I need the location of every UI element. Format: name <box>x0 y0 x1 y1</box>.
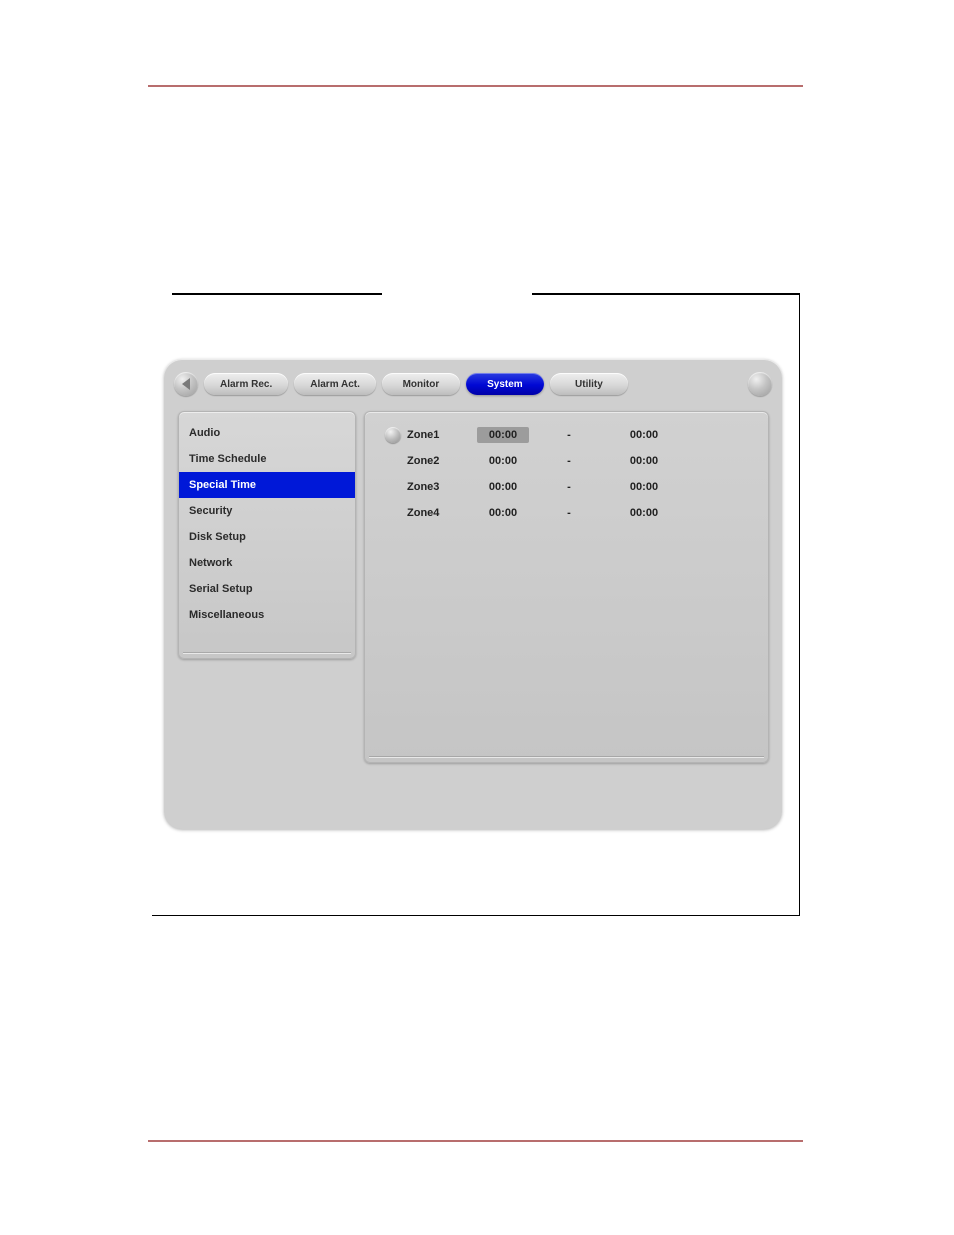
zone-label: Zone2 <box>407 455 477 467</box>
zone1-start-time[interactable]: 00:00 <box>477 427 529 443</box>
zone-row: Zone2 00:00 - 00:00 <box>379 448 754 474</box>
sidebar-item-special-time[interactable]: Special Time <box>179 472 355 498</box>
zone-label: Zone3 <box>407 481 477 493</box>
panel-edge <box>183 653 351 654</box>
nav-prev-button[interactable] <box>174 372 198 396</box>
tab-monitor[interactable]: Monitor <box>382 373 460 395</box>
tab-alarm-rec[interactable]: Alarm Rec. <box>204 373 288 395</box>
time-separator: - <box>529 481 609 493</box>
zone-label: Zone4 <box>407 507 477 519</box>
time-separator: - <box>529 507 609 519</box>
frame-edge <box>172 293 382 295</box>
sidebar-item-miscellaneous[interactable]: Miscellaneous <box>179 602 355 628</box>
sidebar-item-network[interactable]: Network <box>179 550 355 576</box>
time-separator: - <box>529 455 609 467</box>
zone-label: Zone1 <box>407 429 477 441</box>
tab-bar: Alarm Rec. Alarm Act. Monitor System Uti… <box>164 369 782 399</box>
zone1-radio[interactable] <box>385 427 401 443</box>
system-sidebar: Audio Time Schedule Special Time Securit… <box>178 411 356 659</box>
zone-row: Zone3 00:00 - 00:00 <box>379 474 754 500</box>
chevron-left-icon <box>182 378 190 390</box>
time-separator: - <box>529 429 609 441</box>
zone3-end-time[interactable]: 00:00 <box>609 481 679 493</box>
page-divider-top <box>148 85 803 87</box>
sidebar-item-disk-setup[interactable]: Disk Setup <box>179 524 355 550</box>
sidebar-item-security[interactable]: Security <box>179 498 355 524</box>
nav-next-button[interactable] <box>748 372 772 396</box>
sidebar-item-audio[interactable]: Audio <box>179 420 355 446</box>
special-time-panel: Zone1 00:00 - 00:00 Zone2 00:00 - 00:00 … <box>364 411 769 763</box>
zone-row: Zone1 00:00 - 00:00 <box>379 422 754 448</box>
zone2-start-time[interactable]: 00:00 <box>477 455 529 467</box>
zone1-end-time[interactable]: 00:00 <box>609 429 679 441</box>
frame-edge <box>532 293 800 295</box>
dvr-settings-panel: Alarm Rec. Alarm Act. Monitor System Uti… <box>164 359 782 829</box>
screenshot-frame: Alarm Rec. Alarm Act. Monitor System Uti… <box>152 294 800 916</box>
zone2-end-time[interactable]: 00:00 <box>609 455 679 467</box>
panel-edge <box>369 757 764 758</box>
zone4-start-time[interactable]: 00:00 <box>477 507 529 519</box>
page-divider-bottom <box>148 1140 803 1142</box>
sidebar-item-time-schedule[interactable]: Time Schedule <box>179 446 355 472</box>
tab-utility[interactable]: Utility <box>550 373 628 395</box>
zone4-end-time[interactable]: 00:00 <box>609 507 679 519</box>
sidebar-item-serial-setup[interactable]: Serial Setup <box>179 576 355 602</box>
tab-alarm-act[interactable]: Alarm Act. <box>294 373 376 395</box>
zone3-start-time[interactable]: 00:00 <box>477 481 529 493</box>
tab-system[interactable]: System <box>466 373 544 395</box>
zone-row: Zone4 00:00 - 00:00 <box>379 500 754 526</box>
